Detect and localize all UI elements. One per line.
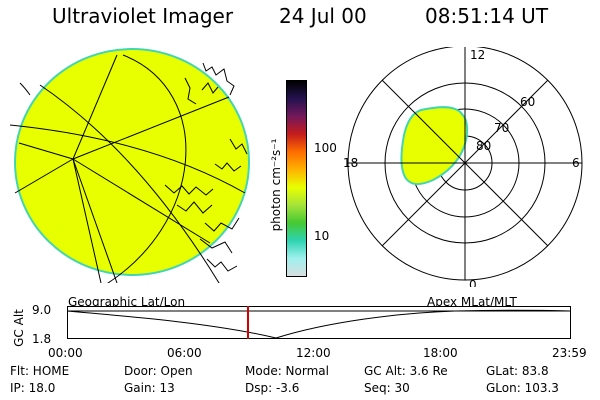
geo-meridian xyxy=(18,142,74,160)
altitude-panel xyxy=(67,306,571,339)
geo-meridian xyxy=(72,96,230,160)
altitude-xtick-2359: 23:59 xyxy=(552,346,587,360)
altitude-ylabel: GC Alt xyxy=(12,309,26,347)
geo-meridian xyxy=(72,158,118,283)
geo-meridian xyxy=(14,158,74,194)
polar-plot: 12 18 6 0 80 70 60 xyxy=(343,47,583,287)
polar-label-bottom: 0 xyxy=(469,278,477,287)
geo-coastline xyxy=(202,62,235,96)
geo-coastline xyxy=(214,162,242,172)
altitude-xtick-0600: 06:00 xyxy=(167,346,202,360)
geo-grid-arc xyxy=(19,82,31,96)
geo-meridian xyxy=(72,54,118,160)
geo-coastline xyxy=(199,238,233,254)
info-dsp: Dsp: -3.6 xyxy=(245,381,300,395)
info-flt: Flt: HOME xyxy=(10,364,70,378)
polar-label-left: 18 xyxy=(343,156,358,170)
altitude-xtick-1800: 18:00 xyxy=(423,346,458,360)
polar-lat-label-80: 80 xyxy=(476,139,491,153)
altitude-curve xyxy=(67,309,571,339)
info-mode: Mode: Normal xyxy=(245,364,329,378)
header-title: Ultraviolet Imager xyxy=(52,4,234,28)
geo-earth-disc xyxy=(14,48,250,276)
info-gain: Gain: 13 xyxy=(124,381,175,395)
altitude-ytick-9-0: 9.0 xyxy=(32,303,52,317)
geo-coastline xyxy=(204,217,240,232)
info-glon: GLon: 103.3 xyxy=(486,381,559,395)
geo-coastline xyxy=(184,77,197,105)
info-seq: Seq: 30 xyxy=(364,381,410,395)
geo-caption: Geographic Lat/Lon xyxy=(68,295,186,309)
polar-auroral-region xyxy=(400,106,469,186)
info-door: Door: Open xyxy=(124,364,193,378)
colorbar-tick-100: 100 xyxy=(314,141,337,155)
polar-label-right: 6 xyxy=(572,156,580,170)
info-ip: IP: 18.0 xyxy=(10,381,56,395)
geographic-map xyxy=(9,48,250,283)
polar-diagonal-axis xyxy=(381,79,549,247)
header-time: 08:51:14 UT xyxy=(425,4,549,28)
colorbar-tick-10: 10 xyxy=(314,229,330,243)
polar-lat-label-60: 60 xyxy=(520,95,535,109)
header-date: 24 Jul 00 xyxy=(279,4,367,28)
info-gc-alt: GC Alt: 3.6 Re xyxy=(364,364,448,378)
polar-caption: Apex MLat/MLT xyxy=(427,295,517,309)
colorbar xyxy=(286,80,307,277)
geo-grid-arc xyxy=(9,124,246,194)
altitude-frame xyxy=(67,306,571,339)
geo-coastline xyxy=(176,201,213,214)
colorbar-label: photon cm⁻²s⁻¹ xyxy=(269,138,283,232)
polar-label-top: 12 xyxy=(470,48,485,62)
altitude-ytick-1-8: 1.8 xyxy=(32,332,52,346)
polar-lat-label-70: 70 xyxy=(494,121,509,135)
geo-meridian xyxy=(72,158,211,244)
geo-coastline xyxy=(164,184,214,196)
geo-coastline xyxy=(201,82,219,94)
geo-grid-arc xyxy=(106,54,187,283)
altitude-xtick-1200: 12:00 xyxy=(296,346,331,360)
geo-coastline xyxy=(206,258,238,272)
info-glat: GLat: 83.8 xyxy=(486,364,549,378)
geo-grid-arc xyxy=(39,84,220,283)
geo-meridian xyxy=(72,158,102,283)
colorbar-gradient xyxy=(287,81,306,276)
geo-coastline xyxy=(229,138,248,155)
altitude-xtick-0000: 00:00 xyxy=(48,346,83,360)
